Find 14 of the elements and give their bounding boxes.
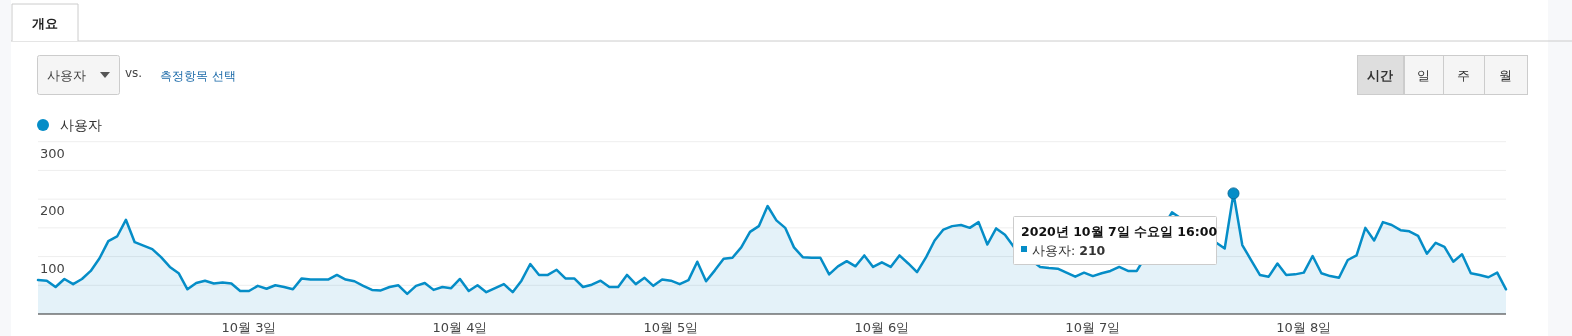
tooltip: 2020년 10월 7일 수요일 16:00 사용자: 210: [1013, 216, 1218, 265]
y-tick-label: 100: [40, 260, 65, 276]
x-tick-label: 10월 3일: [221, 320, 277, 335]
legend-label: 사용자: [60, 117, 102, 133]
controls: 개요 사용자 vs. 측정항목 선택 시간 일 주 월: [11, 3, 1528, 95]
x-tick-label: 10월 4일: [432, 320, 488, 335]
y-tick-label: 300: [40, 145, 65, 161]
annotation: 사용자: 210: [1032, 243, 1106, 258]
y-tick-label: 200: [40, 203, 65, 219]
annotation: 2020년 10월 7일 수요일 16:00: [1021, 224, 1218, 239]
x-tick-label: 10월 6일: [854, 320, 910, 335]
x-tick-label: 10월 7일: [1065, 320, 1121, 335]
x-tick-label: 10월 8일: [1276, 320, 1332, 335]
x-tick-label: 10월 5일: [643, 320, 699, 335]
